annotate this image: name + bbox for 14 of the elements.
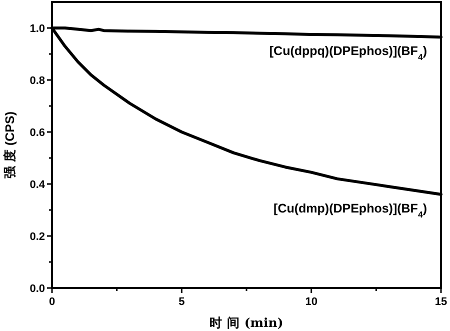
y-tick-label: 0.4 (30, 179, 46, 191)
x-axis-title: 时 间 (min) (210, 315, 284, 330)
x-tick-label: 0 (48, 296, 56, 308)
x-tick-label: 5 (178, 296, 185, 308)
y-tick-label: 0.8 (30, 75, 45, 87)
y-tick-label: 0.6 (30, 127, 45, 139)
series-label: [Cu(dppq)(DPEphos)](BF$_{4}$) (269, 44, 427, 62)
y-axis-title: 强 度 (CPS) (2, 112, 17, 178)
text: 1.0 (30, 23, 45, 35)
x-tick-label: 15 (434, 296, 448, 308)
series-label: [Cu(dmp)(DPEphos)](BF$_{4}$) (274, 201, 427, 220)
x-tick-label: 10 (305, 296, 318, 308)
text: 0.0 (30, 283, 45, 295)
y-tick-label: 0.2 (30, 231, 45, 243)
